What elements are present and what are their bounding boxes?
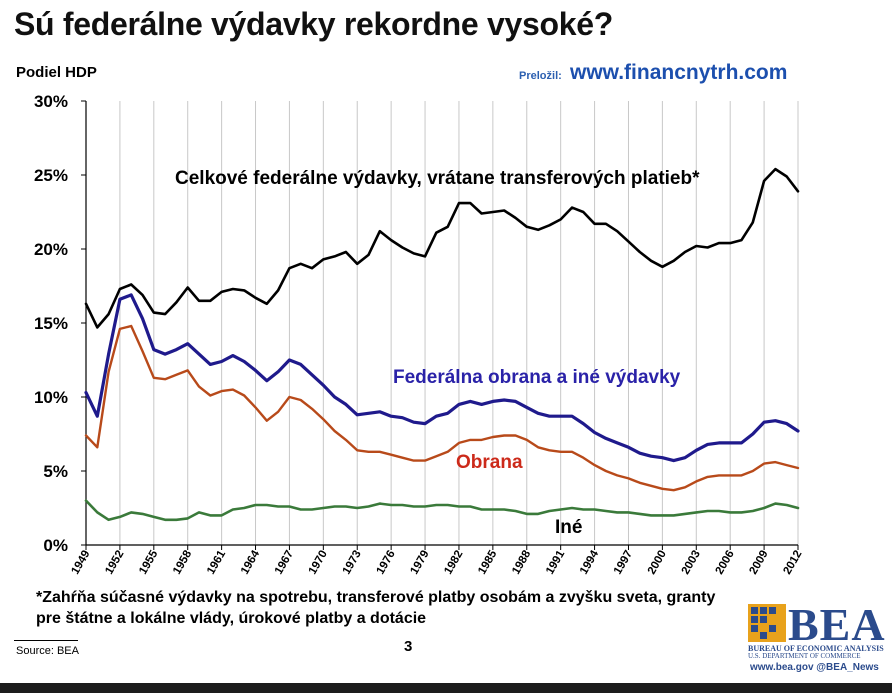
- bea-logo-wordmark: BEA: [788, 599, 886, 650]
- series-line-other: [84, 499, 800, 522]
- x-tick-label: 1991: [544, 548, 567, 577]
- y-tick-label: 10%: [34, 388, 68, 407]
- x-tick-label: 2000: [646, 549, 669, 577]
- x-tick-label: 2006: [714, 549, 737, 577]
- series-line-defense_other: [84, 293, 800, 463]
- x-tick-label: 1988: [510, 548, 533, 577]
- bea-logo: BEA BUREAU OF ECONOMIC ANALYSIS U.S. DEP…: [748, 599, 888, 676]
- series-annotation-other: Iné: [555, 517, 582, 538]
- x-tick-label: 1994: [578, 548, 601, 577]
- footnote: *Zahŕňa súčasné výdavky na spotrebu, tra…: [36, 589, 716, 627]
- x-tick-label: 1979: [408, 549, 431, 577]
- x-tick-label: 1976: [375, 549, 398, 577]
- bottom-bar: [0, 683, 892, 693]
- page-title: Sú federálne výdavky rekordne vysoké?: [14, 6, 613, 42]
- x-tick-label: 1961: [205, 548, 228, 577]
- y-tick-label: 15%: [34, 314, 68, 333]
- y-tick-label: 0%: [43, 536, 68, 555]
- x-tick-label: 1967: [273, 549, 296, 577]
- translated-by-label: Preložil:: [519, 70, 562, 82]
- bea-logo-subtitle: BUREAU OF ECONOMIC ANALYSIS: [748, 644, 884, 653]
- series-annotation-total: Celkové federálne výdavky, vrátane trans…: [175, 168, 700, 189]
- x-tick-label: 2012: [781, 549, 804, 577]
- y-tick-label: 5%: [43, 462, 68, 481]
- x-tick-label: 2009: [748, 549, 771, 577]
- x-tick-label: 1958: [171, 548, 194, 577]
- page-number: 3: [404, 638, 413, 655]
- y-tick-label: 25%: [34, 166, 68, 185]
- line-chart: 0% 5% 10% 15% 20% 25% 30% 1949 1952 1955 1958 1961 1…: [34, 92, 805, 577]
- x-tick-label: 1973: [341, 549, 364, 577]
- x-tick-label: 1997: [612, 549, 635, 577]
- y-axis-unit-label: Podiel HDP: [16, 64, 97, 81]
- x-tick-label: 1970: [307, 549, 330, 577]
- series-annotation-defense: Obrana: [456, 452, 523, 473]
- series-line-defense: [84, 324, 800, 492]
- bea-links[interactable]: www.bea.gov @BEA_News: [750, 662, 879, 673]
- x-tick-label: 1949: [69, 549, 92, 577]
- bea-logo-department: U.S. DEPARTMENT OF COMMERCE: [748, 652, 861, 660]
- y-tick-label: 30%: [34, 92, 68, 111]
- source-divider: [14, 640, 78, 641]
- y-tick-label: 20%: [34, 240, 68, 259]
- source-note: Source: BEA: [16, 645, 79, 657]
- x-tick-label: 1955: [137, 548, 160, 577]
- translator-website-link[interactable]: www.financnytrh.com: [570, 61, 788, 84]
- x-tick-label: 1985: [476, 548, 499, 577]
- series-line-total: [84, 167, 800, 329]
- x-tick-label: 1964: [239, 548, 262, 577]
- x-tick-label: 2003: [680, 549, 703, 577]
- series-annotation-defense_other: Federálna obrana a iné výdavky: [393, 367, 681, 388]
- x-tick-label: 1952: [103, 549, 126, 577]
- x-tick-label: 1982: [442, 549, 465, 577]
- bea-grid-icon: [748, 604, 786, 642]
